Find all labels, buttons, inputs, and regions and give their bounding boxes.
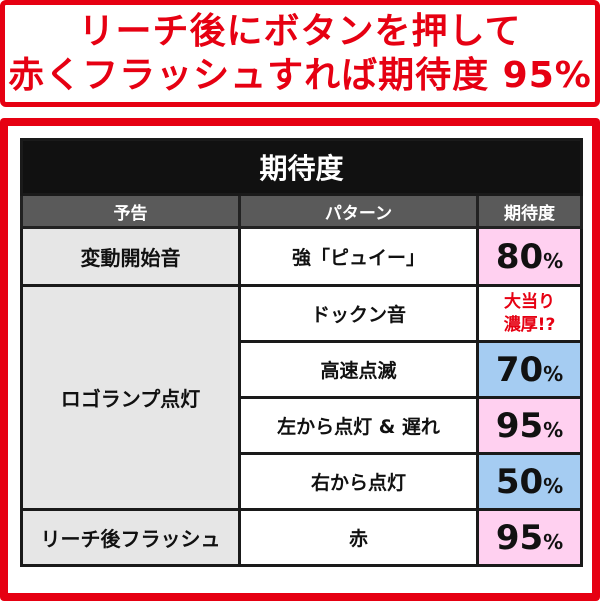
special-line-2: 濃厚!? xyxy=(503,314,556,335)
expectation-value: 95 xyxy=(495,405,544,446)
expectation-table: 期待度 予告 パターン 期待度 変動開始音 強「ピュイー」 80% ロゴランプ点… xyxy=(19,138,584,567)
headline-line-2: 赤くフラッシュすれば期待度 95% xyxy=(8,54,592,96)
expectation-cell: 80% xyxy=(475,226,584,287)
table-frame: 期待度 予告 パターン 期待度 変動開始音 強「ピュイー」 80% ロゴランプ点… xyxy=(0,118,600,601)
pattern-cell: 強「ピュイー」 xyxy=(238,226,479,287)
expectation-value: 50 xyxy=(495,461,544,502)
special-line-1: 大当り xyxy=(504,291,555,312)
table-row: ロゴランプ点灯 ドックン音 大当り 濃厚!? xyxy=(20,284,584,511)
column-header-expectation: 期待度 xyxy=(475,193,584,229)
table-row: 変動開始音 強「ピュイー」 80% xyxy=(20,226,584,287)
table-title: 期待度 xyxy=(19,138,584,196)
percent-unit: % xyxy=(543,361,564,386)
percent-unit: % xyxy=(543,417,564,442)
expectation-cell-special: 大当り 濃厚!? xyxy=(475,284,584,343)
notice-cell: 変動開始音 xyxy=(20,226,241,287)
table-panel: 期待度 予告 パターン 期待度 変動開始音 強「ピュイー」 80% ロゴランプ点… xyxy=(8,126,592,593)
expectation-cell: 95% xyxy=(475,508,584,567)
table-row: リーチ後フラッシュ 赤 95% xyxy=(20,508,584,567)
expectation-cell: 50% xyxy=(475,452,584,511)
pattern-cell: 右から点灯 xyxy=(238,452,479,511)
headline-line-1: リーチ後にボタンを押して xyxy=(78,10,522,52)
expectation-value: 80 xyxy=(495,236,544,277)
table-row: 右から点灯 50% xyxy=(22,452,584,511)
column-header-pattern: パターン xyxy=(238,193,479,229)
percent-unit: % xyxy=(543,248,564,273)
table-title-row: 期待度 xyxy=(19,138,584,196)
expectation-value: 70 xyxy=(495,349,544,390)
percent-unit: % xyxy=(543,473,564,498)
column-header-notice: 予告 xyxy=(20,193,241,229)
notice-cell: リーチ後フラッシュ xyxy=(20,508,241,567)
table-row: 左から点灯 & 遅れ 95% xyxy=(22,396,584,455)
table-row: 高速点滅 70% xyxy=(22,340,584,399)
pattern-cell: ドックン音 xyxy=(238,284,479,343)
percent-unit: % xyxy=(543,529,564,554)
expectation-cell: 95% xyxy=(475,396,584,455)
pattern-cell: 高速点滅 xyxy=(238,340,479,399)
expectation-cell: 70% xyxy=(475,340,584,399)
table-header-row: 予告 パターン 期待度 xyxy=(20,193,584,229)
expectation-value: 95 xyxy=(495,517,544,558)
notice-cell: ロゴランプ点灯 xyxy=(20,284,241,511)
headline-banner: リーチ後にボタンを押して 赤くフラッシュすれば期待度 95% xyxy=(0,0,600,107)
pattern-cell: 赤 xyxy=(238,508,479,567)
pattern-cell: 左から点灯 & 遅れ xyxy=(238,396,479,455)
